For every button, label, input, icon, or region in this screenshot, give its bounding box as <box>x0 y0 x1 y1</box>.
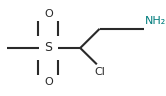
Text: O: O <box>44 77 53 87</box>
Text: NH₂: NH₂ <box>145 16 166 26</box>
Text: O: O <box>44 9 53 19</box>
Text: S: S <box>44 41 52 55</box>
Text: Cl: Cl <box>94 67 105 77</box>
